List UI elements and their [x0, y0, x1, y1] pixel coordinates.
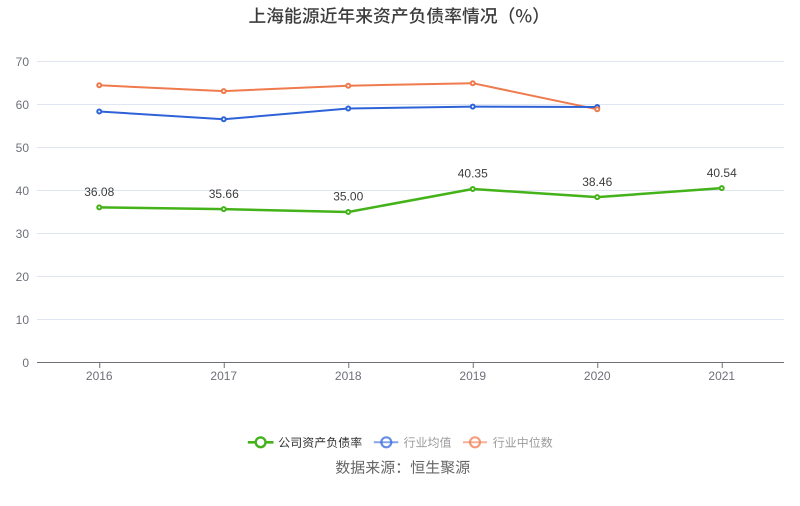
svg-text:2016: 2016 [86, 369, 113, 383]
svg-text:0: 0 [22, 356, 29, 370]
svg-text:2017: 2017 [210, 369, 237, 383]
svg-text:60: 60 [16, 98, 30, 112]
svg-text:38.46: 38.46 [582, 175, 612, 189]
svg-text:40.35: 40.35 [458, 167, 488, 181]
svg-text:2018: 2018 [335, 369, 362, 383]
svg-text:30: 30 [16, 227, 30, 241]
svg-text:10: 10 [16, 313, 30, 327]
svg-text:35.66: 35.66 [209, 187, 239, 201]
svg-text:40: 40 [16, 184, 30, 198]
svg-text:50: 50 [16, 141, 30, 155]
svg-text:20: 20 [16, 270, 30, 284]
svg-text:2021: 2021 [708, 369, 735, 383]
svg-text:2019: 2019 [459, 369, 486, 383]
svg-text:2020: 2020 [584, 369, 611, 383]
svg-text:35.00: 35.00 [333, 190, 363, 204]
svg-text:40.54: 40.54 [707, 166, 737, 180]
svg-text:70: 70 [16, 55, 30, 69]
svg-text:36.08: 36.08 [84, 185, 114, 199]
